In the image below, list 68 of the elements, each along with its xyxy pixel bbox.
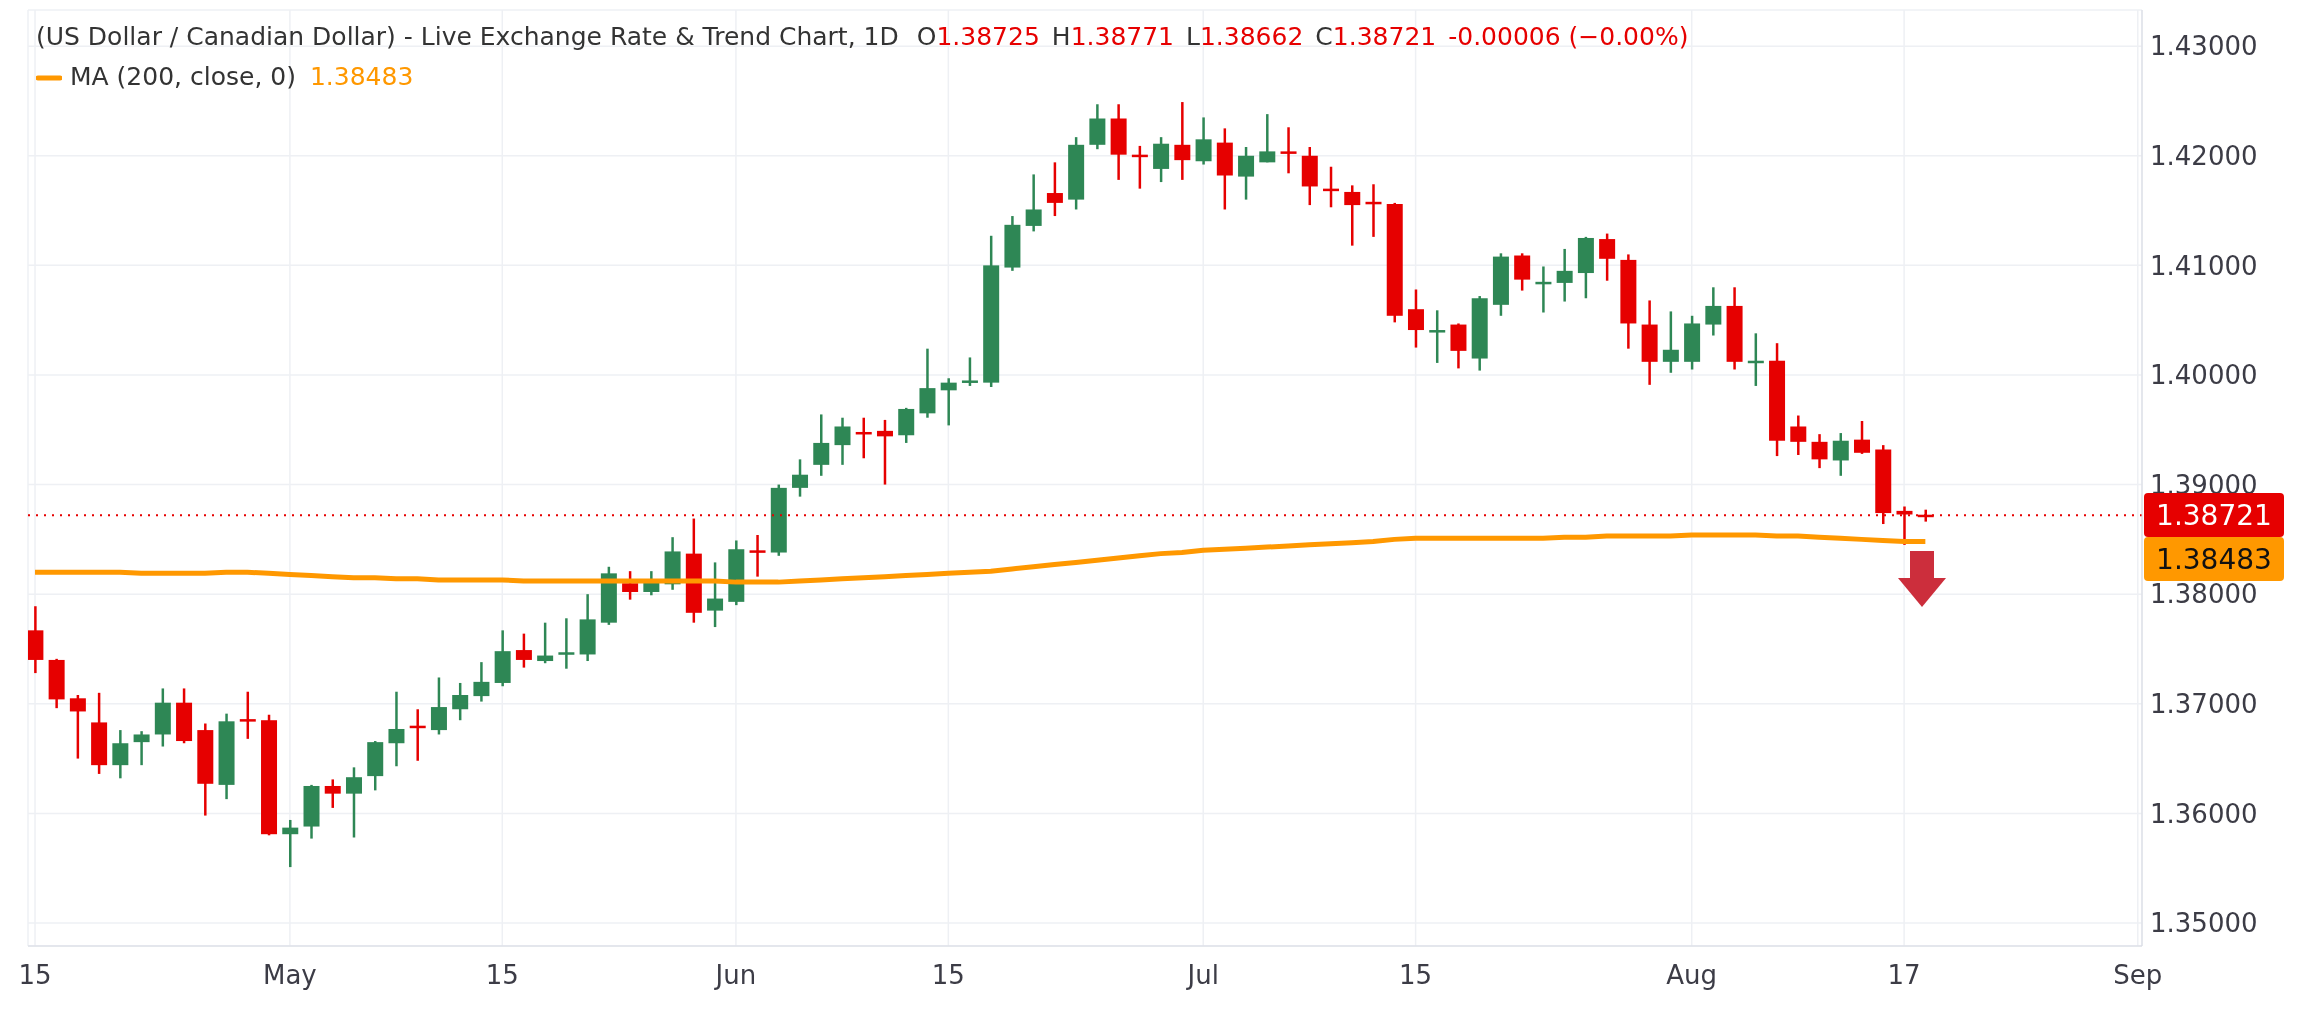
candlestick xyxy=(239,690,256,741)
candlestick xyxy=(792,458,809,498)
candlestick xyxy=(1174,100,1191,182)
y-tick-label: 1.43000 xyxy=(2150,31,2258,62)
y-tick-label: 1.37000 xyxy=(2150,689,2258,720)
x-tick-label: Jul xyxy=(1185,960,1219,991)
candlestick xyxy=(1195,116,1212,166)
x-tick-label: 17 xyxy=(1887,960,1921,991)
y-tick-label: 1.35000 xyxy=(2150,908,2258,939)
legend-label: MA (200, close, 0) xyxy=(70,62,296,91)
candlestick xyxy=(940,377,957,427)
candlestick xyxy=(1705,286,1722,337)
candlestick xyxy=(749,533,766,578)
candlestick xyxy=(430,676,447,736)
x-tick-label: 15 xyxy=(931,960,965,991)
candlestick xyxy=(1046,161,1063,218)
y-tick-label: 1.36000 xyxy=(2150,798,2258,829)
candlestick xyxy=(69,693,86,760)
x-tick-label: 15 xyxy=(18,960,52,991)
candlestick xyxy=(707,561,724,629)
candlestick xyxy=(1556,247,1573,303)
x-tick-label: Jun xyxy=(713,960,757,991)
candlestick xyxy=(515,632,532,669)
annotation: L1.38662 xyxy=(1186,22,1304,51)
y-tick-label: 1.41000 xyxy=(2150,250,2258,281)
candlestick xyxy=(961,356,978,388)
candlestick xyxy=(1407,288,1424,349)
candlestick xyxy=(1259,112,1276,164)
candlestick xyxy=(473,660,490,703)
candlestick xyxy=(876,418,893,486)
text: 1.38483 xyxy=(2156,542,2272,576)
candlestick xyxy=(1238,145,1255,201)
candlestick xyxy=(813,413,830,478)
candlestick xyxy=(1832,431,1849,478)
y-tick-label: 1.38000 xyxy=(2150,579,2258,610)
annotation: C1.38721 xyxy=(1315,22,1437,51)
x-tick-label: Aug xyxy=(1666,960,1718,991)
x-tick-label: 15 xyxy=(1399,960,1433,991)
candlestick xyxy=(112,728,129,780)
annotation: -0.00006 (−0.00%) xyxy=(1448,22,1689,51)
ref-line-label: 1.38721 xyxy=(2144,493,2284,538)
candlestick xyxy=(834,416,851,467)
y-tick-label: 1.40000 xyxy=(2150,360,2258,391)
candlestick xyxy=(133,729,150,767)
candlestick xyxy=(1025,173,1042,233)
annotation: O1.38725 xyxy=(916,22,1040,51)
candlestick xyxy=(388,690,405,768)
candlestick xyxy=(324,778,341,810)
candlestick xyxy=(1790,414,1807,457)
candlestick xyxy=(345,766,362,839)
candlestick xyxy=(537,621,554,665)
x-tick-label: Sep xyxy=(2113,960,2163,991)
candlestick xyxy=(282,818,299,869)
text: (US Dollar / Canadian Dollar) - Live Exchange Rate & Trend Chart, 1D xyxy=(36,22,899,51)
candlestick xyxy=(1662,310,1679,375)
candlestick xyxy=(452,681,469,722)
annotation: H1.38771 xyxy=(1051,22,1175,51)
annotation: 1.38483 xyxy=(309,62,414,91)
x-tick-label: May xyxy=(263,960,317,991)
candlestick xyxy=(1854,419,1871,456)
candlestick xyxy=(1280,126,1297,175)
candlestick xyxy=(1344,184,1361,247)
x-tick-label: 15 xyxy=(485,960,519,991)
candlestick xyxy=(1811,432,1828,470)
candlestick xyxy=(558,617,575,670)
candlestick xyxy=(1429,309,1446,365)
y-tick-label: 1.42000 xyxy=(2150,141,2258,171)
candlestick xyxy=(1599,232,1616,282)
